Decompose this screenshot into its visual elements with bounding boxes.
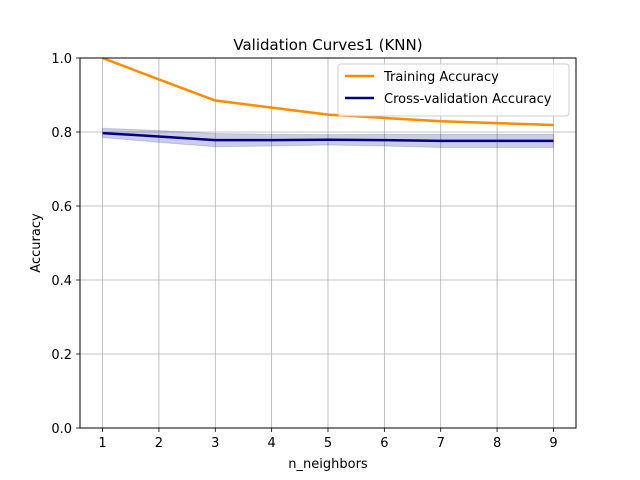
y-axis-ticks: 0.0 0.2 0.4 0.6 0.8 1.0	[51, 52, 80, 437]
x-tick-label: 2	[155, 436, 163, 451]
line-training	[102, 56, 554, 127]
x-tick-label: 8	[493, 436, 501, 451]
chart-title: Validation Curves1 (KNN)	[233, 36, 422, 54]
series-lines	[102, 56, 554, 143]
x-axis-ticks: 1 2 3 4 5 6 7 8 9	[98, 428, 558, 451]
legend-label-cross-validation: Cross-validation Accuracy	[384, 92, 552, 107]
line-cross-validation	[102, 131, 554, 143]
band-cross-validation	[102, 127, 554, 149]
x-tick-label: 9	[549, 436, 557, 451]
x-tick-label: 1	[98, 436, 106, 451]
legend-label-training: Training Accuracy	[383, 70, 499, 85]
x-tick-label: 5	[324, 436, 332, 451]
x-tick-label: 3	[211, 436, 219, 451]
x-tick-label: 6	[380, 436, 388, 451]
y-axis-label: Accuracy	[29, 213, 44, 273]
y-tick-label: 0.2	[51, 348, 72, 363]
x-tick-label: 4	[267, 436, 275, 451]
y-tick-label: 1.0	[51, 52, 72, 67]
y-tick-label: 0.4	[51, 274, 72, 289]
legend: Training Accuracy Cross-validation Accur…	[337, 63, 570, 117]
legend-box	[337, 63, 570, 117]
x-tick-label: 7	[437, 436, 445, 451]
y-tick-label: 0.6	[51, 200, 72, 215]
y-tick-label: 0.0	[51, 422, 72, 437]
x-axis-label: n_neighbors	[288, 457, 368, 472]
y-tick-label: 0.8	[51, 126, 72, 141]
